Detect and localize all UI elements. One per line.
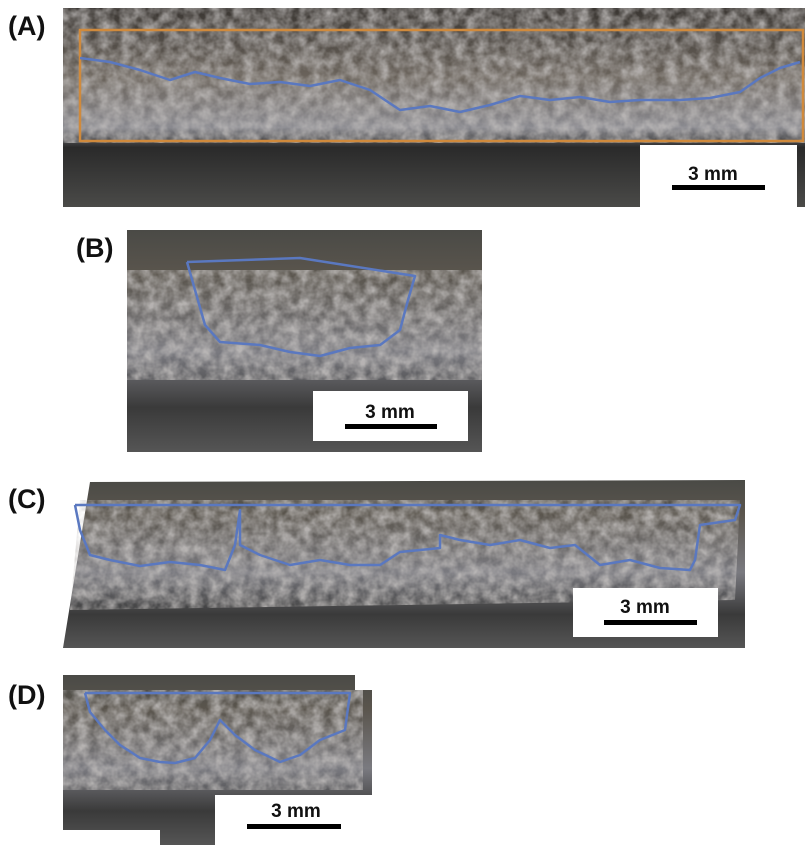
panel-label: (D) — [8, 680, 45, 710]
panel-c: 3 mm (C) — [8, 480, 745, 648]
panel-label: (A) — [8, 11, 45, 41]
panel-a: 3 mm (A) — [8, 8, 805, 207]
scale-text: 3 mm — [271, 801, 321, 822]
panel-d: 3 mm (D) — [8, 675, 372, 845]
panel-label: (B) — [76, 233, 113, 263]
texture — [63, 8, 805, 143]
scale-bar — [604, 620, 697, 625]
panel-label: (C) — [8, 484, 45, 514]
texture — [127, 270, 482, 380]
panel-b: 3 mm (B) — [76, 230, 482, 452]
scale-text: 3 mm — [620, 597, 670, 618]
figure: 3 mm (A) 3 mm (B) 3 mm (C) 3 mm (D) — [0, 0, 808, 845]
scale-bar — [672, 185, 765, 190]
scale-text: 3 mm — [688, 164, 738, 185]
scale-bar — [247, 824, 341, 829]
scale-text: 3 mm — [365, 402, 415, 423]
scale-bar — [345, 424, 437, 429]
